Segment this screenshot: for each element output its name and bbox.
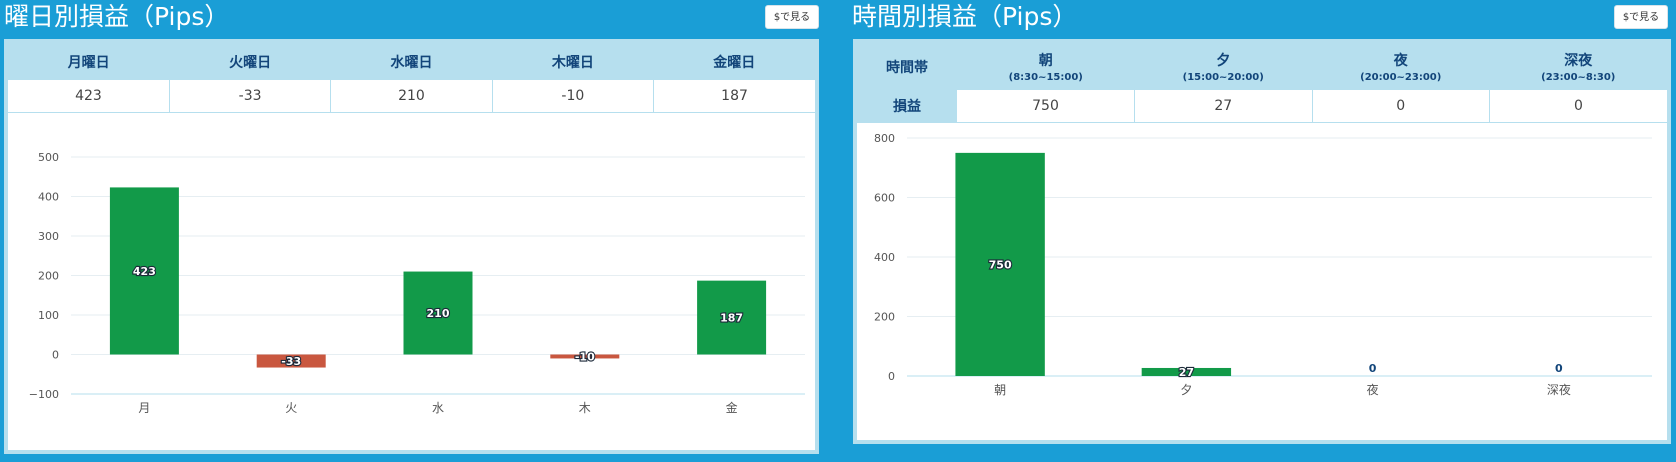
time-header-night-range: (20:00~23:00) bbox=[1360, 72, 1442, 83]
weekday-data-label: 423 bbox=[133, 265, 156, 278]
time-value-latenight: 0 bbox=[1489, 90, 1667, 123]
time-data-label: 750 bbox=[989, 258, 1012, 271]
time-header-night: 夜 (20:00~23:00) bbox=[1312, 43, 1490, 90]
weekday-ytick-label: 500 bbox=[38, 151, 59, 164]
weekday-xtick-label: 金 bbox=[726, 400, 738, 415]
weekday-dollar-button[interactable]: $で見る bbox=[765, 5, 819, 29]
time-header-row: 時間帯 朝 (8:30~15:00) 夕 (15:00~20:00) 夜 (20:00… bbox=[857, 43, 1667, 90]
time-ytick-label: 200 bbox=[874, 311, 895, 324]
weekday-data-label: -10 bbox=[575, 350, 595, 363]
time-value-morning: 750 bbox=[957, 90, 1135, 123]
weekday-value-fri: 187 bbox=[653, 80, 815, 113]
time-dollar-button[interactable]: $で見る bbox=[1614, 5, 1668, 29]
weekday-header-mon: 月曜日 bbox=[8, 43, 170, 80]
time-bar bbox=[955, 152, 1045, 376]
time-bar-chart: 800 600 400 200 0 750 朝 27 夕 0 夜 0 深夜 bbox=[874, 132, 1652, 397]
weekday-bar bbox=[550, 354, 620, 359]
weekday-value-mon: 423 bbox=[8, 80, 170, 113]
weekday-data-label: 210 bbox=[427, 307, 450, 320]
time-ytick-label: 600 bbox=[874, 192, 895, 205]
time-header-night-label: 夜 bbox=[1393, 53, 1408, 69]
weekday-panel-title: 曜日別損益（Pips） bbox=[4, 2, 230, 31]
weekday-bar bbox=[697, 280, 767, 355]
time-value-row: 損益 750 27 0 0 bbox=[857, 90, 1667, 123]
time-header-morning-range: (8:30~15:00) bbox=[1008, 72, 1083, 83]
weekday-bar-chart: 500 400 300 200 100 0 −100 423 月 -33 火 210 水 -10 木 187 金 bbox=[29, 151, 805, 415]
time-row-header-period: 時間帯 bbox=[857, 43, 957, 90]
weekday-header-fri: 金曜日 bbox=[653, 43, 815, 80]
time-value-night: 0 bbox=[1312, 90, 1490, 123]
weekday-value-row: 423 -33 210 -10 187 bbox=[8, 80, 815, 113]
time-data-label: 0 bbox=[1369, 362, 1377, 375]
time-xtick-label: 深夜 bbox=[1547, 382, 1571, 397]
weekday-ytick-label: −100 bbox=[29, 388, 59, 401]
weekday-data-label: 187 bbox=[720, 312, 743, 325]
time-value-evening: 27 bbox=[1134, 90, 1313, 123]
weekday-data-label: -33 bbox=[281, 355, 301, 368]
time-header-evening: 夕 (15:00~20:00) bbox=[1134, 43, 1312, 90]
time-bar bbox=[1141, 367, 1232, 376]
time-ytick-label: 400 bbox=[874, 251, 895, 264]
time-panel-title: 時間別損益（Pips） bbox=[852, 2, 1078, 31]
time-header-evening-label: 夕 bbox=[1216, 53, 1231, 69]
time-header-evening-range: (15:00~20:00) bbox=[1182, 72, 1264, 83]
time-header-latenight-range: (23:00~8:30) bbox=[1541, 72, 1616, 83]
weekday-header-tue: 火曜日 bbox=[169, 43, 331, 80]
weekday-bar bbox=[109, 187, 179, 355]
time-header-latenight: 深夜 (23:00~8:30) bbox=[1489, 43, 1667, 90]
weekday-ytick-label: 100 bbox=[38, 309, 59, 322]
weekday-bar bbox=[256, 354, 326, 368]
weekday-header-row: 月曜日 火曜日 水曜日 木曜日 金曜日 bbox=[8, 43, 815, 80]
weekday-value-tue: -33 bbox=[169, 80, 332, 113]
time-xtick-label: 夜 bbox=[1367, 382, 1379, 397]
time-row-header-pl: 損益 bbox=[857, 90, 957, 123]
weekday-ytick-label: 200 bbox=[38, 270, 59, 283]
weekday-card: 月曜日 火曜日 水曜日 木曜日 金曜日 423 -33 210 -10 187 … bbox=[4, 39, 819, 454]
weekday-value-thu: -10 bbox=[492, 80, 655, 113]
weekday-header-thu: 木曜日 bbox=[492, 43, 654, 80]
time-xtick-label: 夕 bbox=[1180, 383, 1192, 397]
weekday-bar bbox=[403, 271, 473, 355]
time-xtick-label: 朝 bbox=[994, 383, 1006, 397]
time-data-label: 27 bbox=[1179, 366, 1194, 379]
weekday-ytick-label: 300 bbox=[38, 230, 59, 243]
time-card: 時間帯 朝 (8:30~15:00) 夕 (15:00~20:00) 夜 (20:00… bbox=[853, 39, 1671, 444]
time-table: 時間帯 朝 (8:30~15:00) 夕 (15:00~20:00) 夜 (20:00… bbox=[857, 43, 1667, 123]
weekday-ytick-label: 0 bbox=[52, 349, 59, 362]
time-data-label: 0 bbox=[1555, 362, 1563, 375]
weekday-ytick-label: 400 bbox=[38, 191, 59, 204]
weekday-xtick-label: 火 bbox=[285, 401, 297, 415]
weekday-xtick-label: 木 bbox=[579, 401, 591, 415]
time-ytick-label: 800 bbox=[874, 132, 895, 145]
weekday-table: 月曜日 火曜日 水曜日 木曜日 金曜日 423 -33 210 -10 187 bbox=[8, 43, 815, 113]
time-header-morning-label: 朝 bbox=[1038, 53, 1053, 69]
time-ytick-label: 0 bbox=[888, 370, 895, 383]
weekday-xtick-label: 水 bbox=[432, 401, 444, 415]
weekday-xtick-label: 月 bbox=[138, 401, 150, 415]
weekday-header-wed: 水曜日 bbox=[330, 43, 493, 80]
time-header-latenight-label: 深夜 bbox=[1564, 53, 1593, 69]
weekday-value-wed: 210 bbox=[330, 80, 493, 113]
time-header-morning: 朝 (8:30~15:00) bbox=[957, 43, 1135, 90]
